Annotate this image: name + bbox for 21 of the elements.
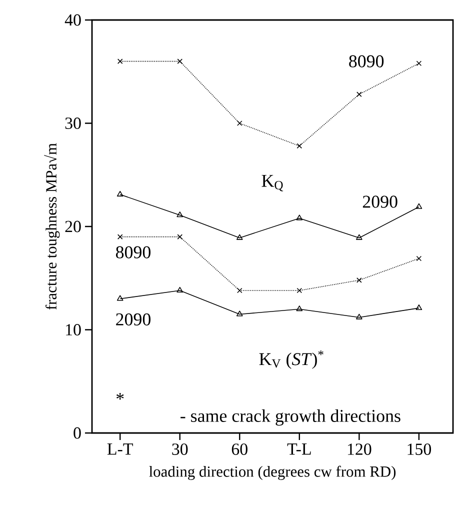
x-tick-label: L-T	[107, 444, 133, 455]
y-tick-label: 30	[65, 118, 81, 129]
x-axis-title: loading direction (degrees cw from RD)	[149, 466, 396, 480]
series-label: 8090	[116, 246, 150, 258]
y-tick-label: 0	[74, 427, 81, 439]
legend-label: 2090	[116, 313, 150, 326]
annotation: K$_{V}$ (ST)$^{*}$	[259, 350, 324, 369]
y-tick-label: 20	[65, 220, 81, 232]
annotation: *	[116, 393, 124, 400]
x-tick-label: T-L	[287, 444, 311, 455]
x-tick-label: 60	[232, 444, 248, 455]
x-tick-label: 30	[172, 444, 188, 455]
annotation: K$_{Q}$	[262, 174, 284, 192]
y-axis-title: fracture toughness MPa√m	[44, 143, 60, 310]
x-tick-label: 150	[408, 444, 432, 455]
series-label: 8090	[349, 55, 384, 68]
y-tick-label: 10	[66, 324, 81, 336]
annotation: - same crack growth directions	[180, 409, 400, 426]
series-label: 2090	[362, 196, 398, 208]
x-tick-label: 120	[348, 444, 372, 455]
y-tick-label: 40	[64, 14, 81, 26]
